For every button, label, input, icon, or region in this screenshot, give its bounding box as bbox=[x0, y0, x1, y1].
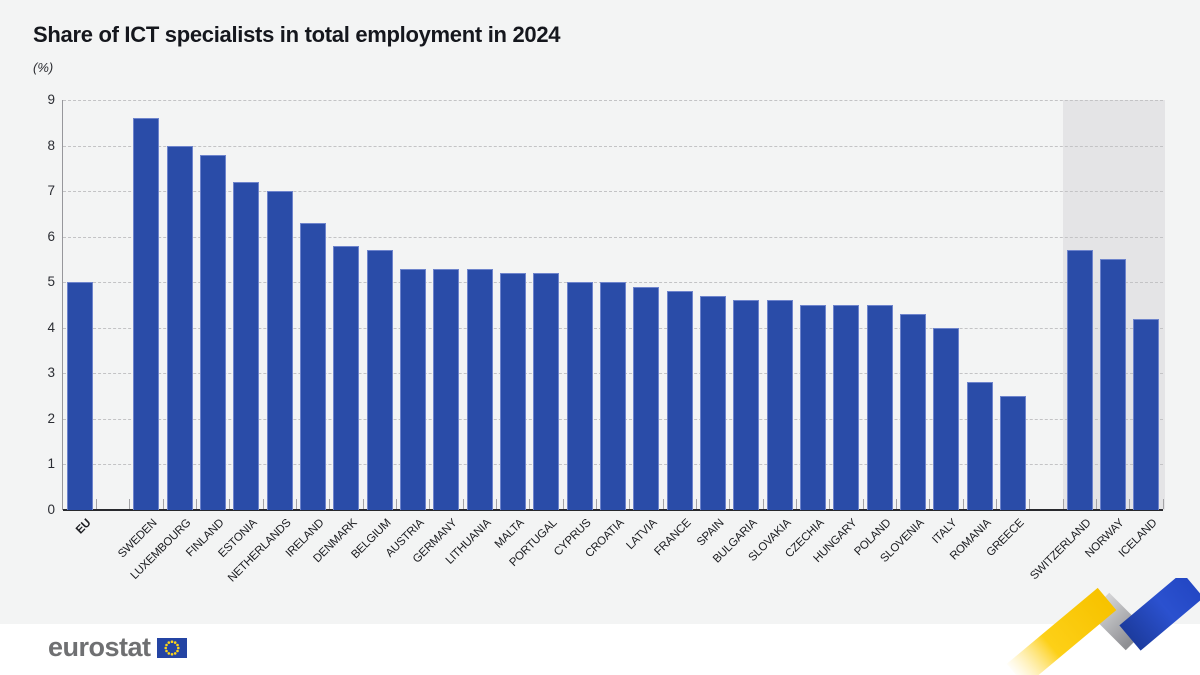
bar-hungary bbox=[833, 305, 860, 510]
x-axis-tick bbox=[895, 499, 897, 509]
x-axis-tick bbox=[1095, 499, 1097, 509]
bar-slovenia bbox=[900, 314, 926, 510]
chart-unit-label: (%) bbox=[33, 60, 54, 75]
chart-title: Share of ICT specialists in total employ… bbox=[33, 22, 561, 47]
x-axis-tick bbox=[562, 499, 564, 509]
bar-netherlands bbox=[266, 191, 293, 510]
y-axis-label-8: 8 bbox=[47, 137, 55, 153]
bar-latvia bbox=[633, 286, 660, 510]
y-axis-line bbox=[62, 100, 63, 510]
eurostat-logo: eurostat bbox=[48, 634, 187, 661]
y-axis-label-1: 1 bbox=[47, 456, 55, 472]
bar-romania bbox=[966, 382, 993, 510]
bar-ireland bbox=[300, 223, 326, 510]
bar-malta bbox=[500, 273, 526, 510]
bar-switzerland bbox=[1066, 250, 1093, 510]
x-axis-tick bbox=[162, 499, 164, 509]
x-axis-tick bbox=[729, 499, 731, 509]
x-axis-tick bbox=[995, 499, 997, 509]
bar-lithuania bbox=[466, 268, 493, 510]
y-axis-label-4: 4 bbox=[47, 319, 55, 335]
bar-finland bbox=[200, 154, 226, 510]
x-axis-tick bbox=[1129, 499, 1131, 509]
bar-sweden bbox=[133, 118, 160, 510]
y-axis-label-0: 0 bbox=[47, 502, 55, 517]
x-axis-tick bbox=[962, 499, 964, 509]
y-axis-label-7: 7 bbox=[47, 183, 55, 199]
bar-cyprus bbox=[566, 282, 593, 510]
gridline-y9 bbox=[63, 100, 1163, 101]
x-axis-tick bbox=[1029, 499, 1031, 509]
bar-poland bbox=[866, 305, 893, 510]
x-axis-tick bbox=[95, 499, 97, 509]
bar-portugal bbox=[533, 273, 560, 510]
y-axis-label-6: 6 bbox=[47, 228, 55, 244]
gridline-y8 bbox=[63, 145, 1163, 147]
bar-bulgaria bbox=[733, 300, 760, 510]
x-axis-tick bbox=[662, 499, 664, 509]
bar-norway bbox=[1100, 259, 1126, 510]
y-axis-label-3: 3 bbox=[47, 365, 55, 381]
x-axis-tick bbox=[862, 499, 864, 509]
x-axis-tick bbox=[195, 499, 197, 509]
bar-italy bbox=[933, 327, 960, 510]
bar-eu bbox=[66, 282, 93, 510]
x-axis-tick bbox=[129, 499, 131, 509]
y-axis-label-2: 2 bbox=[47, 410, 55, 426]
bar-germany bbox=[433, 268, 460, 510]
x-axis-tick bbox=[1162, 499, 1164, 509]
x-axis-tick bbox=[829, 499, 831, 509]
plot-area: 0 1 2 3 4 5 6 7 8 9 EU SWEDEN LUXEMBOURG FINLAND ESTON… bbox=[47, 92, 1165, 584]
x-axis-tick bbox=[429, 499, 431, 509]
bar-greece bbox=[1000, 396, 1026, 510]
eurostat-ribbon-graphic bbox=[1006, 578, 1200, 675]
bar-iceland bbox=[1133, 318, 1160, 510]
x-axis-tick bbox=[329, 499, 331, 509]
bar-austria bbox=[400, 268, 426, 510]
bar-spain bbox=[700, 295, 726, 510]
eu-flag-icon bbox=[156, 637, 187, 658]
eurostat-logo-text: eurostat bbox=[48, 632, 151, 662]
bar-belgium bbox=[366, 250, 393, 510]
x-axis-tick bbox=[295, 499, 297, 509]
y-axis-label-9: 9 bbox=[47, 92, 55, 107]
x-axis-tick bbox=[695, 499, 697, 509]
footer bbox=[0, 624, 1200, 675]
x-axis-tick bbox=[762, 499, 764, 509]
x-axis-tick bbox=[395, 499, 397, 509]
bar-croatia bbox=[600, 282, 626, 510]
bar-estonia bbox=[233, 182, 260, 510]
ribbon-yellow-band bbox=[1006, 587, 1117, 675]
x-axis-tick bbox=[229, 499, 231, 509]
bar-france bbox=[666, 291, 693, 510]
ribbon-blue-band bbox=[1119, 578, 1200, 651]
x-axis-tick bbox=[362, 499, 364, 509]
x-axis-line bbox=[63, 509, 1163, 511]
bar-luxembourg bbox=[166, 145, 193, 510]
x-axis-tick bbox=[929, 499, 931, 509]
bar-czechia bbox=[800, 305, 826, 510]
gridline-y6 bbox=[63, 236, 1163, 238]
y-axis-label-5: 5 bbox=[47, 274, 55, 290]
x-axis-tick bbox=[495, 499, 497, 509]
x-axis-tick bbox=[262, 499, 264, 509]
x-axis-tick bbox=[1062, 499, 1064, 509]
x-axis-tick bbox=[629, 499, 631, 509]
x-axis-tick bbox=[595, 499, 597, 509]
gridline-y7 bbox=[63, 191, 1163, 193]
eu-flag-stars bbox=[163, 639, 180, 656]
x-axis-tick bbox=[529, 499, 531, 509]
x-axis-tick bbox=[795, 499, 797, 509]
x-axis-tick bbox=[462, 499, 464, 509]
bar-denmark bbox=[333, 245, 360, 510]
bar-slovakia bbox=[766, 300, 793, 510]
